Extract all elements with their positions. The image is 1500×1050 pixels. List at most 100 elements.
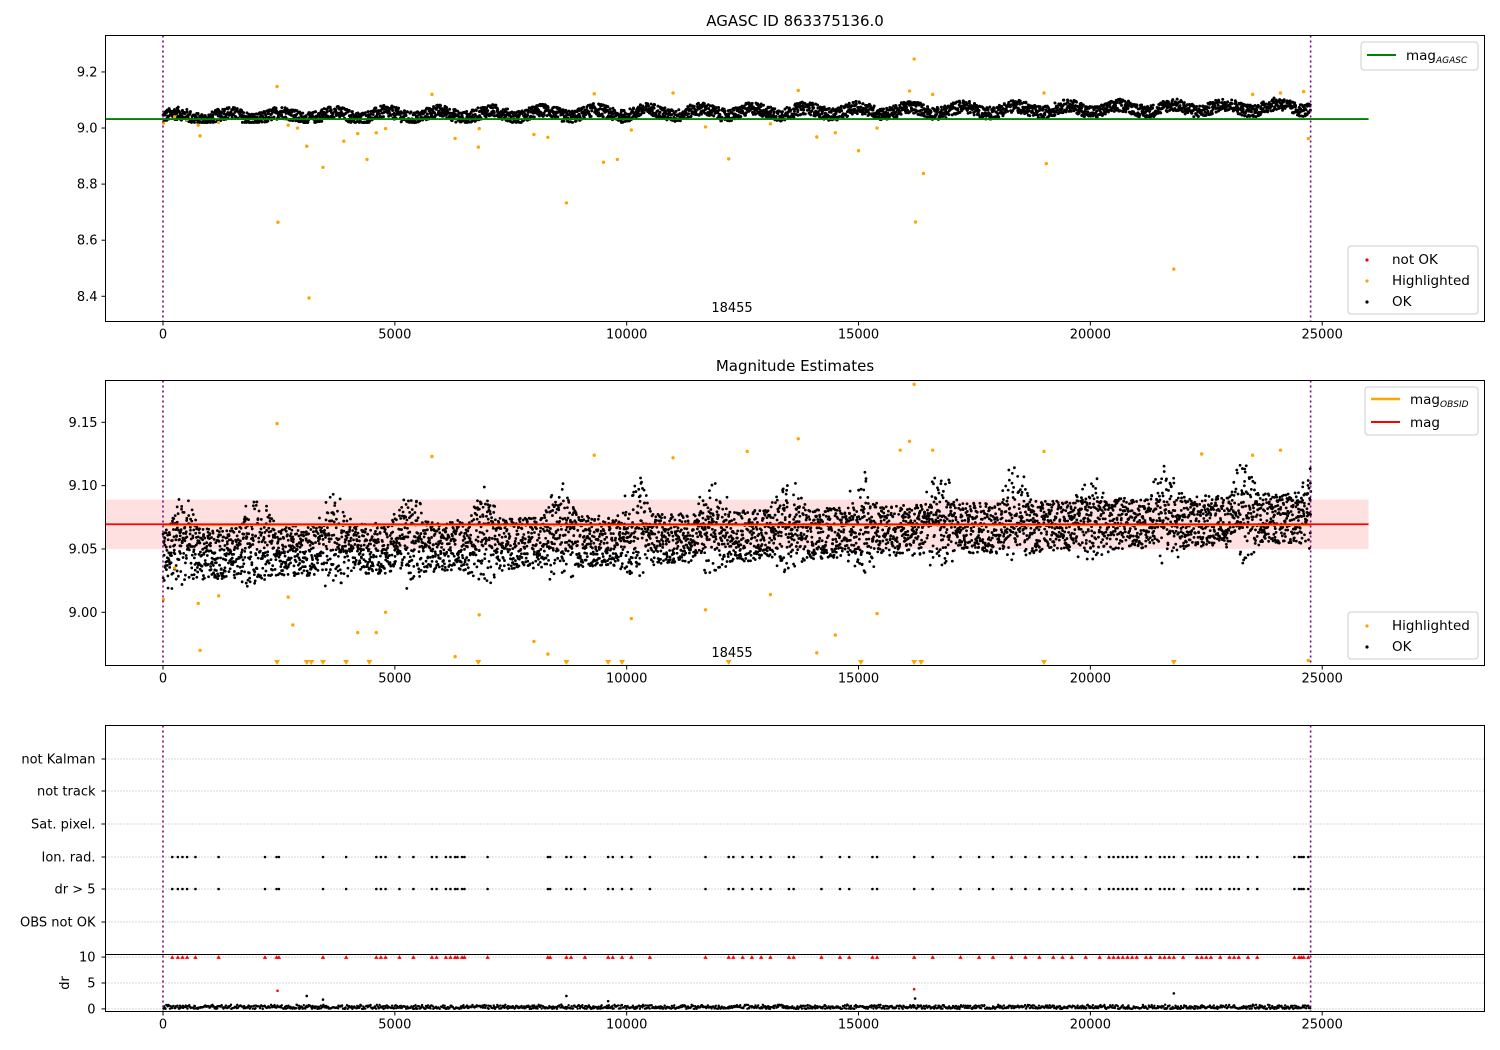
ok-point — [292, 546, 296, 549]
ok-point — [349, 569, 353, 573]
ok-point — [212, 564, 215, 567]
ok-point — [189, 561, 193, 565]
ok-point — [399, 517, 403, 520]
ok-point — [208, 532, 212, 535]
ok-point — [223, 544, 227, 547]
ok-point — [170, 587, 174, 590]
ok-point — [816, 103, 820, 107]
ok-point — [431, 547, 435, 551]
ok-point — [1304, 108, 1308, 112]
ok-point — [398, 534, 402, 538]
ok-point — [413, 511, 417, 514]
ok-point — [867, 111, 871, 115]
ok-point — [443, 566, 447, 569]
ok-point — [195, 575, 199, 579]
ok-point — [1171, 98, 1175, 102]
ok-point — [366, 532, 370, 536]
ok-point — [345, 519, 349, 523]
ok-point — [437, 527, 441, 531]
ok-point — [417, 550, 421, 554]
ok-point — [180, 505, 184, 508]
x-tick-label: 15000 — [838, 328, 879, 343]
ok-point — [397, 537, 400, 540]
ok-point — [402, 498, 406, 502]
ok-point — [264, 115, 268, 119]
ok-point — [175, 535, 178, 538]
ok-point — [308, 571, 312, 575]
ok-point — [929, 110, 933, 114]
x-tick-label: 5000 — [378, 328, 411, 343]
ok-point — [270, 539, 274, 543]
ok-point — [205, 541, 209, 545]
ok-point — [190, 553, 194, 557]
ok-point — [245, 535, 249, 539]
ok-point — [332, 512, 336, 516]
ok-point — [244, 504, 248, 508]
ok-point — [214, 561, 218, 565]
legend-points: not OK Highlighted OK — [1347, 245, 1479, 315]
ok-point — [207, 527, 211, 531]
ok-point — [434, 552, 437, 556]
ok-point — [307, 532, 310, 536]
ok-point — [228, 567, 232, 571]
ok-point — [1183, 112, 1187, 116]
ok-point — [426, 556, 430, 560]
ok-point — [233, 576, 237, 580]
ok-point — [399, 552, 403, 556]
ok-point — [374, 555, 378, 559]
ok-point — [171, 571, 175, 575]
ok-point — [265, 528, 269, 532]
ok-point — [370, 535, 374, 539]
ok-point — [266, 553, 269, 557]
ok-point — [632, 107, 636, 111]
ok-point — [218, 544, 222, 548]
ok-point — [342, 560, 346, 564]
ok-point — [371, 569, 375, 573]
ok-point — [198, 550, 202, 554]
highlighted-point — [601, 160, 606, 164]
ok-point — [269, 558, 273, 562]
ok-point — [438, 557, 442, 560]
ok-point — [277, 555, 281, 559]
ok-point — [328, 557, 332, 561]
ok-point — [326, 526, 329, 530]
ok-point — [266, 550, 270, 554]
ok-point — [363, 530, 367, 534]
ok-point — [358, 561, 362, 565]
ok-point — [1069, 109, 1073, 113]
highlighted-point — [615, 157, 620, 162]
ok-point — [302, 530, 306, 534]
ok-point — [321, 115, 325, 119]
ok-point — [958, 101, 962, 105]
ok-point — [253, 570, 257, 574]
ok-point — [861, 102, 865, 106]
ok-point — [205, 544, 209, 548]
legend-marker-highlighted — [1365, 279, 1369, 283]
ok-point — [203, 559, 207, 562]
ok-point — [600, 112, 604, 116]
ok-point — [250, 561, 254, 565]
ok-point — [219, 110, 223, 114]
ok-point — [312, 573, 316, 576]
y-tick-label: 8.8 — [77, 178, 98, 193]
ok-point — [398, 514, 401, 518]
ok-point — [382, 543, 386, 547]
ok-point — [168, 566, 172, 569]
ok-point — [343, 540, 347, 544]
ok-point — [187, 514, 191, 517]
ok-point — [367, 548, 371, 551]
legend-marker-not-ok — [1365, 258, 1369, 262]
highlighted-point — [856, 149, 861, 153]
ok-point — [406, 506, 410, 510]
ok-point — [337, 564, 341, 568]
ok-point — [428, 556, 432, 559]
ok-point — [229, 110, 233, 114]
ok-point — [273, 568, 277, 571]
ok-point — [392, 512, 396, 516]
ok-point — [411, 513, 415, 516]
ok-point — [608, 107, 612, 111]
ok-point — [1210, 112, 1214, 116]
ok-point — [921, 103, 925, 107]
ok-point — [237, 530, 241, 534]
ok-point — [537, 114, 541, 118]
